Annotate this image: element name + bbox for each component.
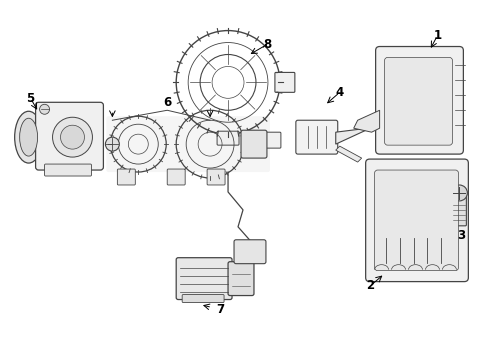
Circle shape (52, 117, 93, 157)
FancyBboxPatch shape (167, 169, 185, 185)
FancyBboxPatch shape (241, 130, 267, 158)
FancyBboxPatch shape (375, 170, 458, 271)
FancyBboxPatch shape (257, 132, 281, 148)
Text: 5: 5 (26, 92, 35, 105)
FancyBboxPatch shape (376, 46, 464, 154)
Circle shape (61, 125, 84, 149)
FancyBboxPatch shape (36, 102, 103, 170)
FancyBboxPatch shape (118, 169, 135, 185)
FancyBboxPatch shape (207, 169, 225, 185)
Polygon shape (336, 146, 362, 162)
FancyBboxPatch shape (182, 294, 224, 302)
FancyBboxPatch shape (366, 159, 468, 282)
FancyBboxPatch shape (385, 58, 452, 145)
FancyBboxPatch shape (106, 116, 270, 172)
Text: 7: 7 (216, 303, 224, 316)
FancyBboxPatch shape (234, 240, 266, 264)
FancyBboxPatch shape (228, 262, 254, 296)
FancyBboxPatch shape (275, 72, 295, 92)
FancyBboxPatch shape (391, 114, 413, 134)
Ellipse shape (15, 111, 43, 163)
FancyBboxPatch shape (217, 131, 239, 145)
FancyBboxPatch shape (45, 164, 92, 176)
Text: 6: 6 (163, 96, 172, 109)
Text: 8: 8 (263, 38, 271, 51)
Polygon shape (336, 120, 399, 144)
Text: 4: 4 (336, 86, 344, 99)
Text: 2: 2 (367, 279, 375, 292)
Polygon shape (354, 110, 380, 132)
Circle shape (40, 104, 49, 114)
FancyBboxPatch shape (296, 120, 338, 154)
FancyBboxPatch shape (452, 196, 466, 226)
FancyBboxPatch shape (176, 258, 232, 300)
Circle shape (105, 137, 120, 151)
Circle shape (451, 185, 467, 201)
Text: 3: 3 (457, 229, 465, 242)
Ellipse shape (20, 118, 38, 156)
Text: 1: 1 (433, 29, 441, 42)
